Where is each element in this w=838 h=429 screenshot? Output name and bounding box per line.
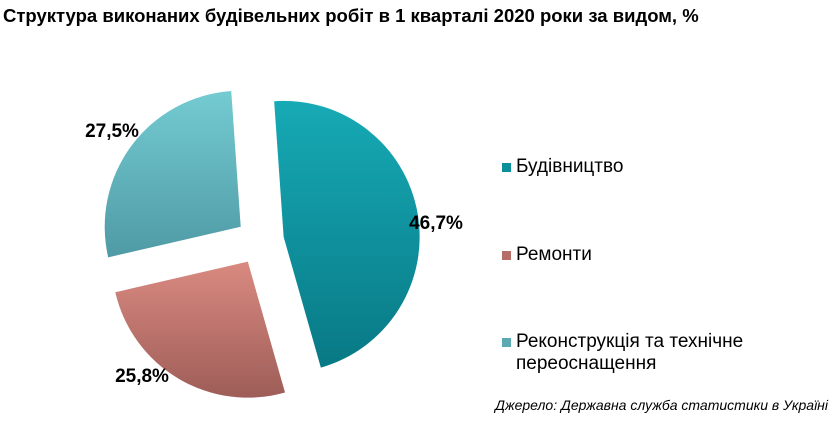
legend-item-repairs: Ремонти [502,244,756,266]
source-note: Джерело: Державна служба статистики в Ук… [495,397,828,413]
legend-item-construction: Будівництво [502,156,756,178]
data-label-repairs: 25,8% [115,366,169,387]
pie-slice-construction [274,100,420,368]
legend-label-reconstruction: Реконструкція та технічне переоснащення [516,331,744,374]
legend-label-repairs: Ремонти [516,244,592,265]
legend-label-construction: Будівництво [516,156,624,177]
legend-swatch-repairs [502,251,511,260]
data-label-reconstruction: 27,5% [85,121,139,142]
pie-slice-reconstruction [104,91,241,258]
legend-swatch-reconstruction [502,338,511,347]
chart-title: Структура виконаних будівельних робіт в … [3,5,699,26]
data-label-construction: 46,7% [409,213,463,234]
pie-slice-repairs [115,261,286,398]
legend-item-reconstruction: Реконструкція та технічне переоснащення [502,331,756,375]
legend-swatch-construction [502,163,511,172]
